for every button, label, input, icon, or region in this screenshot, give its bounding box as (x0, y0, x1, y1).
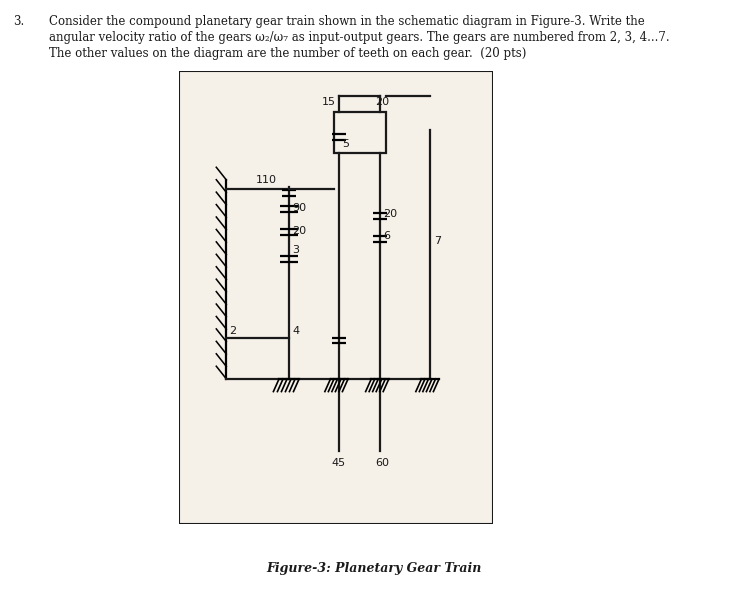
Text: 90: 90 (292, 203, 306, 214)
Text: 20: 20 (292, 226, 306, 236)
Text: 60: 60 (375, 458, 389, 468)
Text: 6: 6 (383, 231, 390, 242)
Text: 110: 110 (256, 176, 277, 186)
Text: 3: 3 (292, 245, 300, 255)
Text: 20: 20 (375, 96, 389, 107)
Text: Figure-3: Planetary Gear Train: Figure-3: Planetary Gear Train (266, 562, 481, 575)
Text: Consider the compound planetary gear train shown in the schematic diagram in Fig: Consider the compound planetary gear tra… (49, 15, 645, 28)
Text: 4: 4 (292, 326, 300, 336)
Text: 2: 2 (229, 326, 236, 336)
Text: 15: 15 (322, 96, 336, 107)
Text: 45: 45 (332, 458, 346, 468)
Text: angular velocity ratio of the gears ω₂/ω₇ as input-output gears. The gears are n: angular velocity ratio of the gears ω₂/ω… (49, 31, 669, 44)
Text: 3.: 3. (13, 15, 25, 28)
Bar (334, 112, 385, 153)
Text: The other values on the diagram are the number of teeth on each gear.  (20 pts): The other values on the diagram are the … (49, 47, 526, 60)
Text: 5: 5 (342, 139, 349, 149)
Text: 20: 20 (383, 209, 397, 219)
Text: 7: 7 (434, 236, 441, 246)
